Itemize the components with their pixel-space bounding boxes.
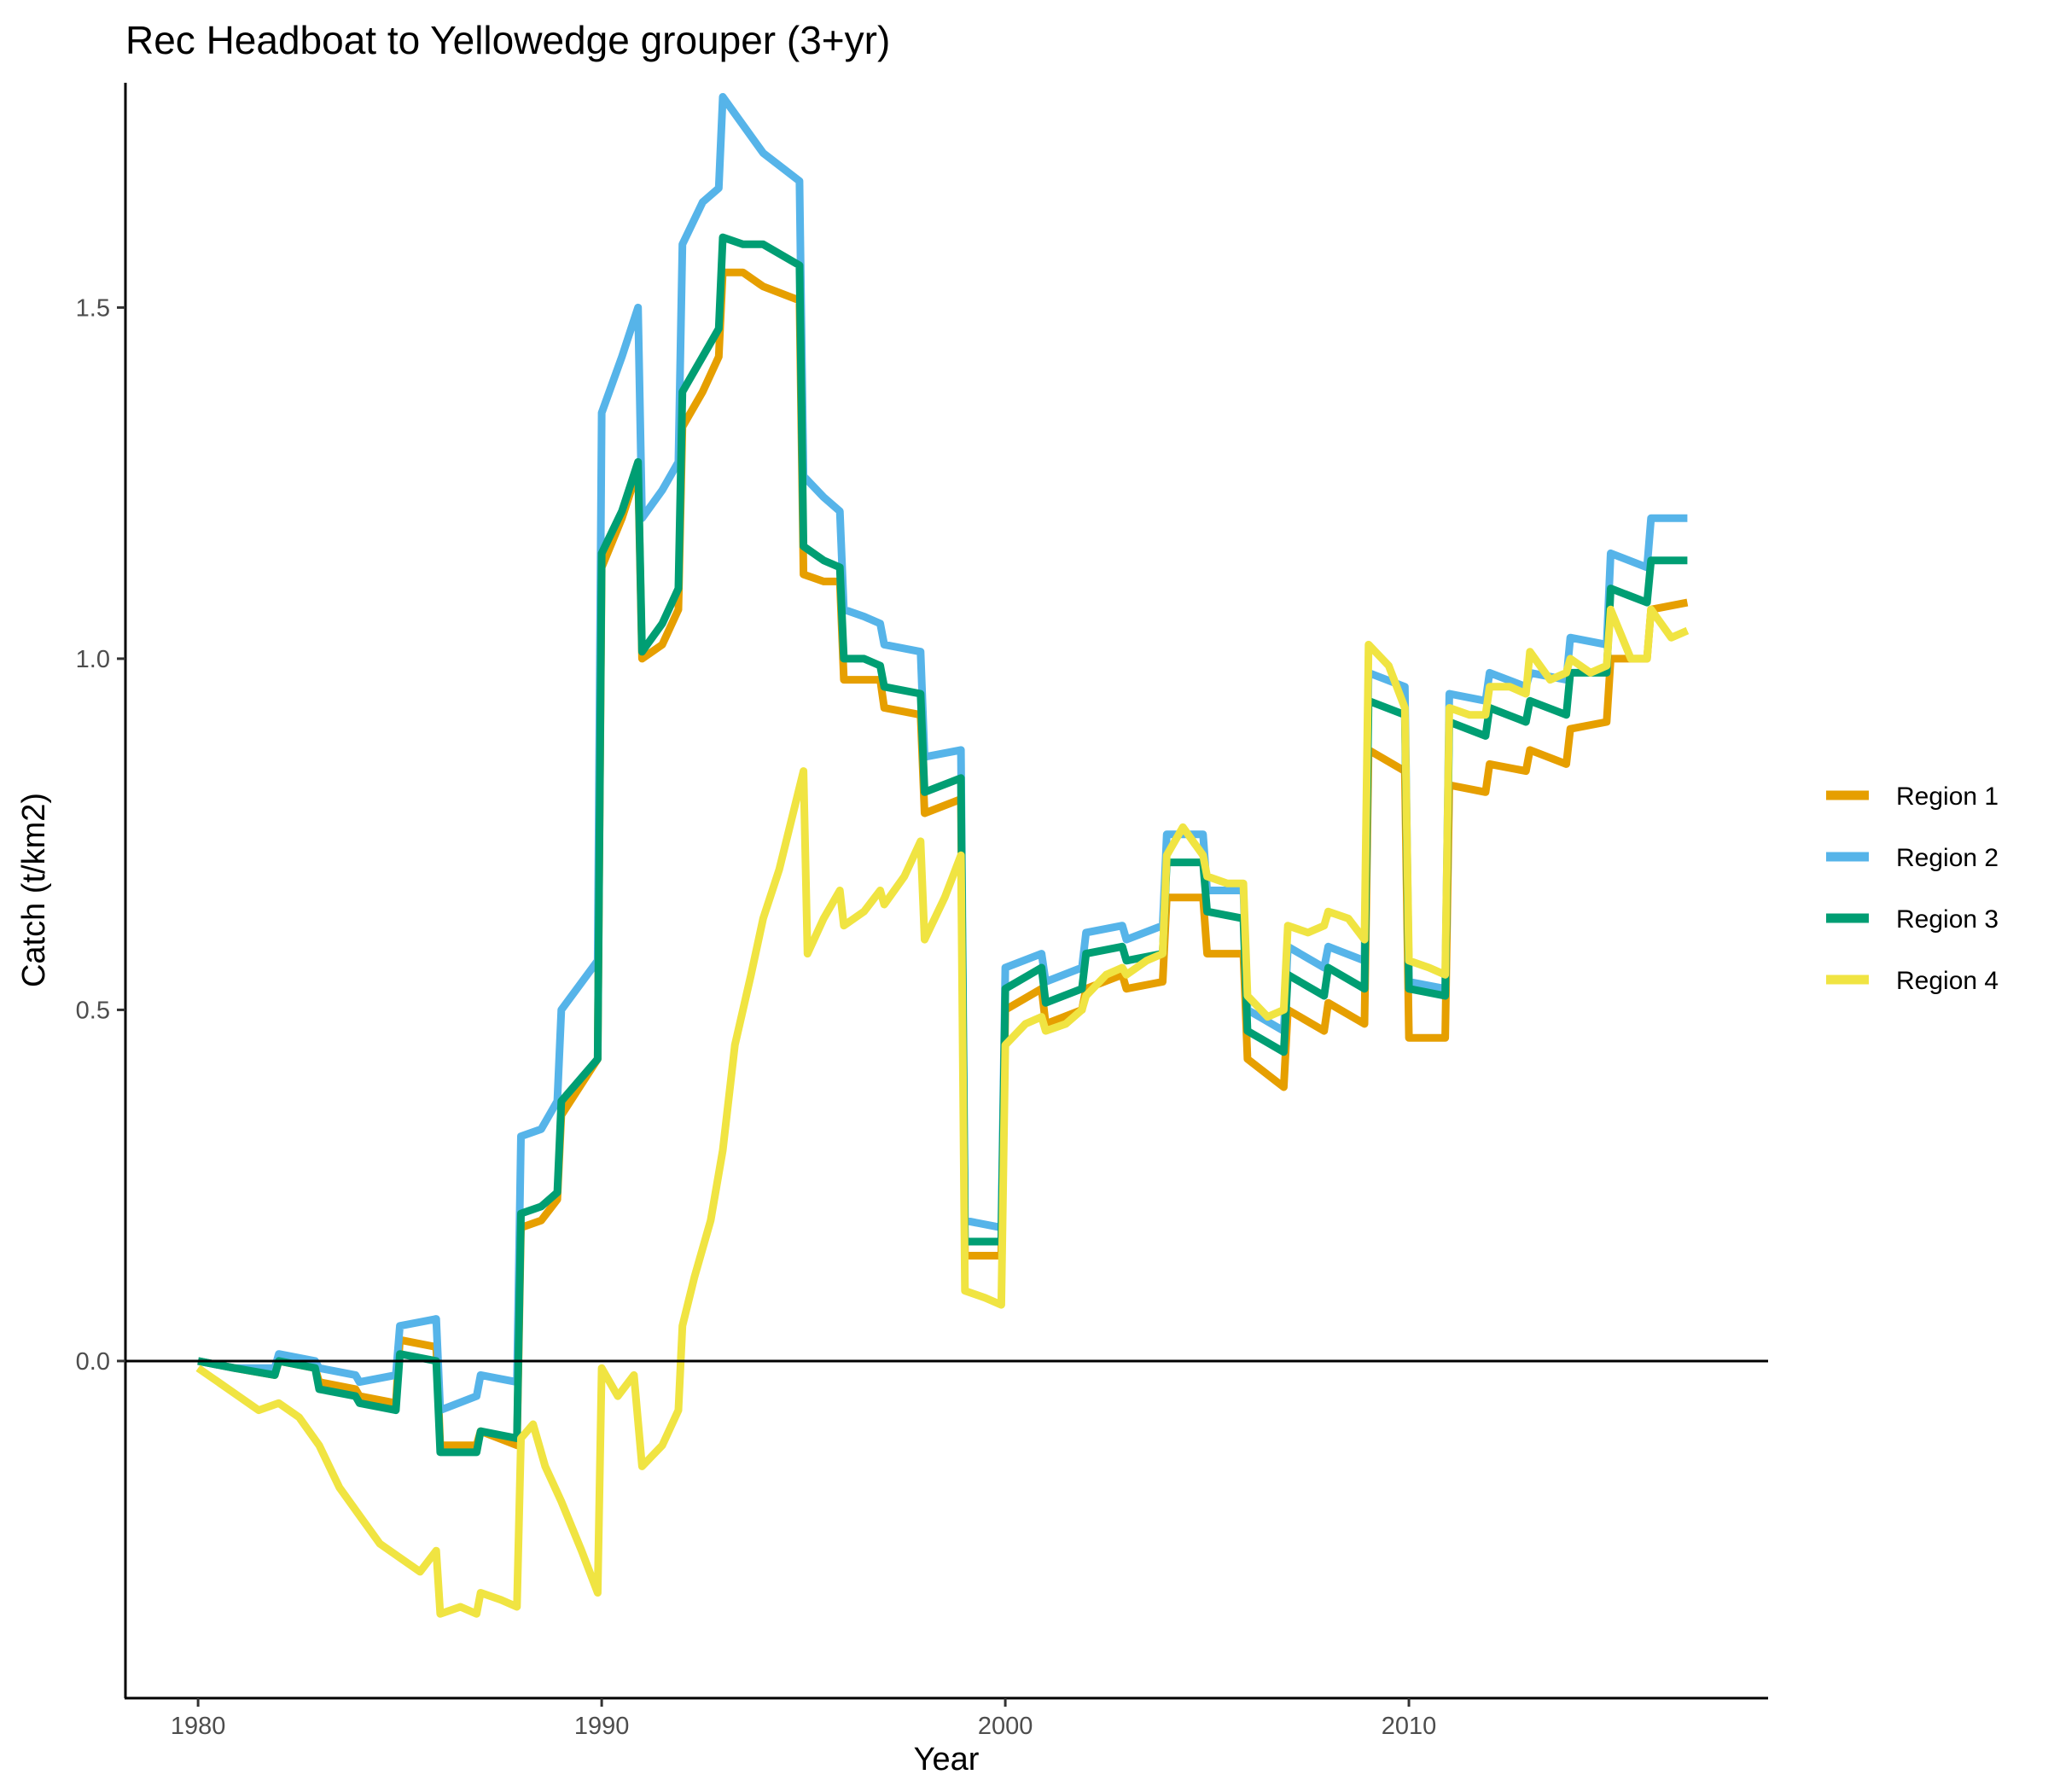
legend: Region 1 Region 2 Region 3 Region 4 — [1826, 783, 1999, 995]
y-tick-label: 1.5 — [76, 294, 110, 322]
y-axis-title: Catch (t/km2) — [16, 793, 52, 987]
x-tick-label: 2010 — [1382, 1713, 1437, 1740]
series-line-region-3 — [197, 233, 1688, 1457]
y-tick-label: 0.5 — [76, 997, 110, 1024]
y-tick-label: 0.0 — [76, 1348, 110, 1376]
x-tick-label: 2000 — [978, 1713, 1033, 1740]
x-tick-label: 1990 — [574, 1713, 630, 1740]
chart-title: Rec Headboat to Yellowedge grouper (3+yr… — [125, 18, 890, 62]
x-axis-ticks: 1980 1990 2000 2010 — [171, 1698, 1436, 1740]
y-axis-ticks: 0.0 0.5 1.0 1.5 — [76, 294, 125, 1376]
series-lines — [195, 93, 1690, 1618]
legend-label-region-2: Region 2 — [1896, 844, 1999, 872]
series-line-region-1 — [197, 268, 1689, 1450]
series-line-region-2 — [197, 93, 1688, 1415]
x-axis-title: Year — [914, 1742, 980, 1777]
x-tick-label: 1980 — [171, 1713, 226, 1740]
legend-label-region-4: Region 4 — [1896, 967, 1999, 995]
series-line-region-4 — [195, 605, 1690, 1618]
legend-label-region-1: Region 1 — [1896, 783, 1999, 811]
legend-label-region-3: Region 3 — [1896, 905, 1999, 934]
y-tick-label: 1.0 — [76, 646, 110, 673]
